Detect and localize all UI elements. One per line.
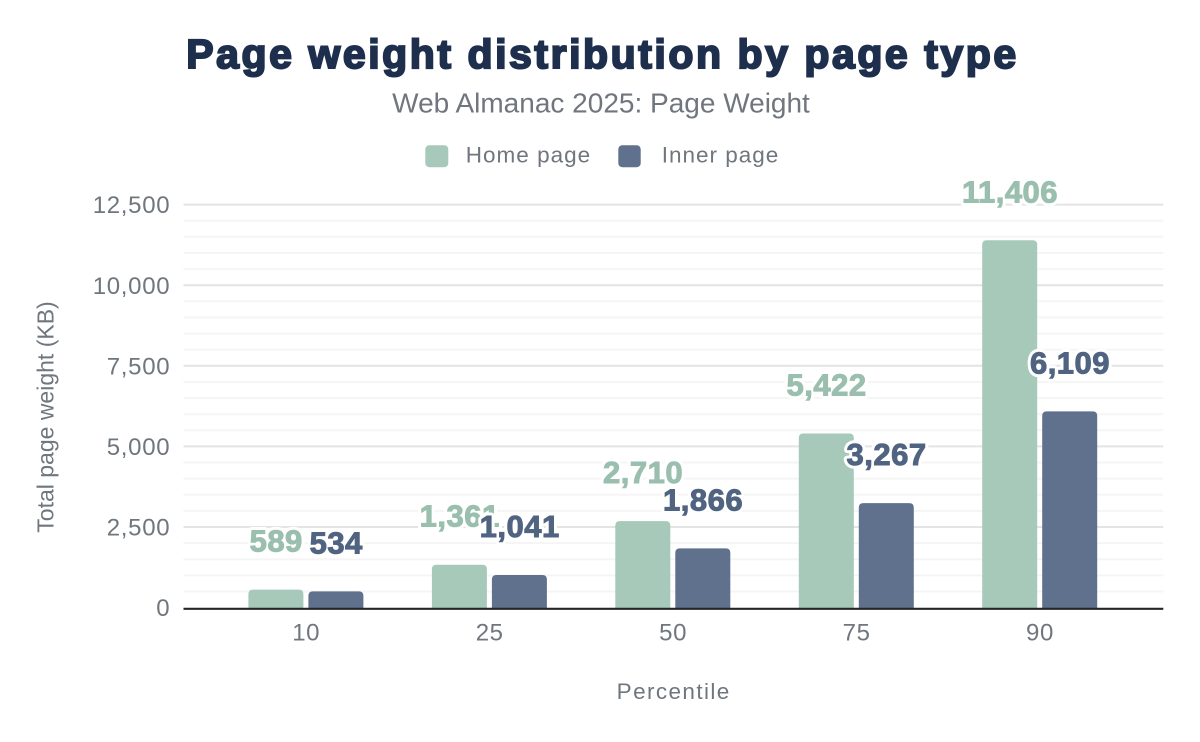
svg-text:25: 25 (476, 619, 504, 646)
svg-text:3,267: 3,267 (847, 437, 927, 472)
svg-text:2,500: 2,500 (107, 515, 171, 542)
svg-text:2,710: 2,710 (603, 455, 683, 490)
svg-text:Percentile: Percentile (617, 679, 731, 704)
svg-text:Page weight distribution by pa: Page weight distribution by page type (186, 31, 1018, 77)
svg-text:11,406: 11,406 (962, 174, 1058, 209)
svg-text:5,422: 5,422 (787, 368, 867, 403)
svg-text:1,866: 1,866 (663, 482, 743, 517)
svg-text:6,109: 6,109 (1030, 345, 1110, 380)
svg-text:3,267: 3,267 (847, 437, 927, 472)
svg-text:90: 90 (1026, 619, 1054, 646)
svg-text:12,500: 12,500 (93, 192, 171, 219)
svg-text:1,361: 1,361 (420, 499, 500, 534)
svg-text:5,000: 5,000 (107, 434, 171, 461)
svg-text:534: 534 (310, 525, 363, 560)
svg-text:534: 534 (310, 525, 363, 560)
svg-text:Total page weight (KB): Total page weight (KB) (33, 301, 59, 532)
svg-text:1,361: 1,361 (420, 499, 500, 534)
svg-text:589: 589 (250, 524, 303, 559)
svg-text:589: 589 (250, 524, 303, 559)
svg-text:Web Almanac 2025: Page Weight: Web Almanac 2025: Page Weight (392, 88, 810, 119)
svg-text:11,406: 11,406 (962, 174, 1058, 209)
svg-text:7,500: 7,500 (107, 353, 171, 380)
svg-text:Home page: Home page (466, 143, 591, 168)
svg-text:2,710: 2,710 (603, 455, 683, 490)
svg-text:Inner page: Inner page (662, 143, 780, 168)
svg-text:50: 50 (659, 619, 687, 646)
svg-text:75: 75 (843, 619, 871, 646)
svg-text:0: 0 (156, 595, 170, 622)
svg-text:1,041: 1,041 (480, 509, 560, 544)
svg-text:1,866: 1,866 (663, 482, 743, 517)
svg-text:10,000: 10,000 (93, 273, 171, 300)
svg-text:6,109: 6,109 (1030, 345, 1110, 380)
svg-text:5,422: 5,422 (787, 368, 867, 403)
svg-text:10: 10 (292, 619, 320, 646)
svg-text:1,041: 1,041 (480, 509, 560, 544)
